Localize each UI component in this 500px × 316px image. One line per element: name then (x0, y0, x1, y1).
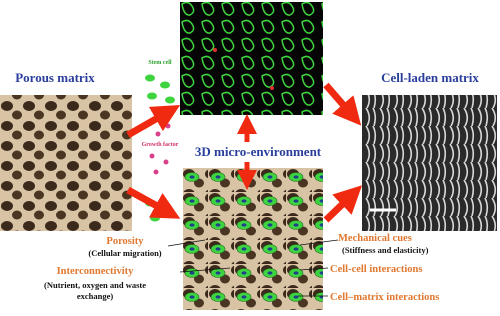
stem-cell (165, 96, 175, 104)
interconnectivity-label: Interconnectivity (57, 266, 135, 277)
stem-cell-label: Stem cell (148, 60, 171, 66)
pointer (167, 239, 206, 247)
interconnectivity-note: (Nutrient, oxygen and waste (44, 280, 146, 290)
pointers (167, 239, 339, 297)
sem-image (362, 95, 497, 231)
stem-cell (160, 81, 170, 89)
arrow (323, 82, 362, 126)
red-dot (270, 86, 274, 90)
stem-cell (150, 214, 160, 222)
cell-scaffold-image (183, 168, 323, 310)
porous-label: Porous matrix (15, 70, 95, 85)
growth-factor (165, 123, 171, 129)
pointer (299, 239, 339, 246)
stem-cell (145, 74, 155, 82)
arrow (126, 105, 181, 139)
porous-image (0, 95, 132, 231)
mechanical-label: Mechanical cues (338, 233, 412, 244)
growth-factor-label: Growth factor (142, 142, 179, 148)
micro-env-label: 3D micro-environment (195, 144, 322, 159)
red-dot (213, 48, 217, 52)
pointer (179, 267, 231, 273)
porosity-label: Porosity (106, 236, 144, 247)
growth-factor (163, 159, 169, 165)
growth-factor (155, 131, 161, 137)
growth-factor (153, 169, 159, 175)
cell-cell-label: Cell-cell interactions (330, 264, 422, 275)
interconnectivity-note: exchange) (77, 291, 114, 301)
pointer (299, 267, 329, 271)
arrow (323, 185, 363, 223)
fluorescence-image (180, 2, 323, 115)
porosity-note: (Cellular migration) (88, 248, 161, 258)
cell-laden-label: Cell-laden matrix (381, 70, 479, 85)
stem-cells-top (145, 74, 175, 137)
arrows (126, 82, 363, 223)
stem-cell (147, 92, 157, 100)
arrow (126, 186, 181, 219)
growth-factor (149, 153, 155, 159)
mechanical-note: (Stiffness and elasticity) (342, 245, 429, 255)
cell-matrix-label: Cell–matrix interactions (330, 292, 439, 303)
